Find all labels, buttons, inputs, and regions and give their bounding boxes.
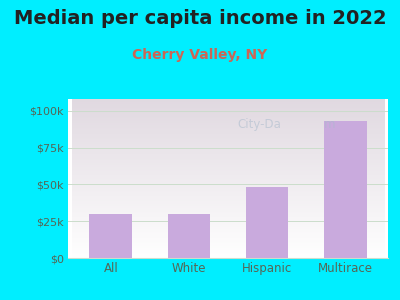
Bar [246, 187, 288, 258]
Text: Cherry Valley, NY: Cherry Valley, NY [132, 48, 268, 62]
Bar [90, 214, 132, 258]
Bar [168, 214, 210, 258]
Text: City-Da: City-Da [238, 118, 282, 131]
Text: m: m [324, 118, 336, 131]
Text: Median per capita income in 2022: Median per capita income in 2022 [14, 9, 386, 28]
Bar [324, 121, 366, 258]
